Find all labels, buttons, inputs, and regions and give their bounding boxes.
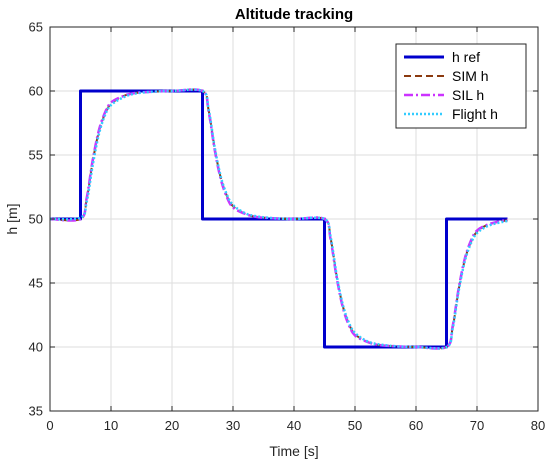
x-tick-label: 0 [46, 418, 53, 433]
series-line-h-ref [50, 89, 508, 349]
x-tick-label: 30 [226, 418, 240, 433]
legend-label: SIL h [452, 87, 484, 103]
series-line-flight-h [49, 88, 508, 350]
y-tick-label: 60 [29, 84, 43, 99]
y-axis-label: h [m] [4, 203, 20, 234]
chart-title: Altitude tracking [235, 6, 353, 23]
y-tick-label: 35 [29, 404, 43, 419]
legend-label: SIM h [452, 68, 489, 84]
series-layer [49, 88, 508, 350]
y-tick-label: 40 [29, 340, 43, 355]
x-tick-label: 40 [287, 418, 301, 433]
legend-label: h ref [452, 49, 480, 65]
legend: h ref SIM h SIL h Flight h [395, 43, 527, 129]
x-tick-label: 50 [348, 418, 362, 433]
y-tick-label: 65 [29, 20, 43, 35]
x-tick-label: 10 [104, 418, 118, 433]
y-tick-label: 50 [29, 212, 43, 227]
legend-label: Flight h [452, 106, 498, 122]
x-axis-label: Time [s] [269, 443, 318, 459]
y-tick-label: 55 [29, 148, 43, 163]
y-tick-label: 45 [29, 276, 43, 291]
x-tick-label: 70 [470, 418, 484, 433]
x-tick-label: 80 [531, 418, 545, 433]
ticks: 0 10 20 30 40 50 60 70 80 35 40 45 50 55 60 65 [29, 20, 546, 434]
x-tick-label: 60 [409, 418, 423, 433]
x-tick-label: 20 [165, 418, 179, 433]
